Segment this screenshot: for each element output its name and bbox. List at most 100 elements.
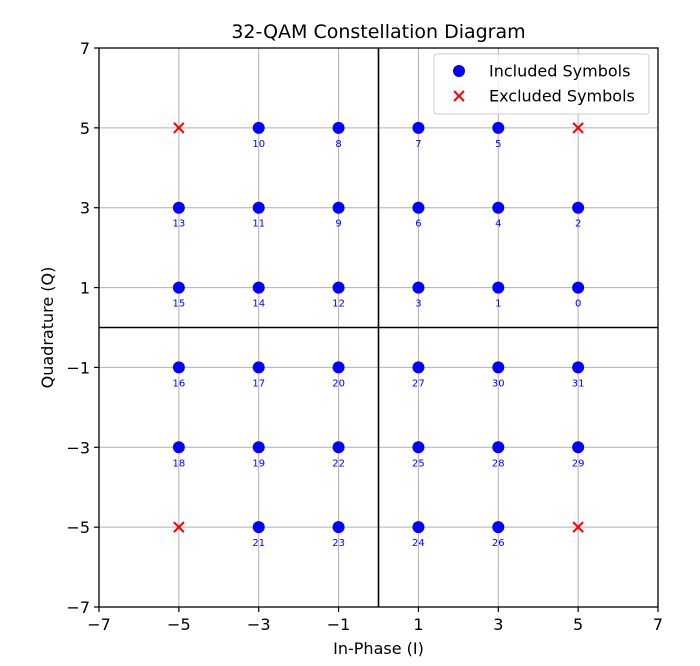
symbol-index-label: 7 xyxy=(415,139,421,150)
symbol-index-label: 9 xyxy=(335,219,341,230)
excluded-x-stroke xyxy=(572,521,584,533)
x-tick-label: −7 xyxy=(87,615,111,634)
x-tick-label: 1 xyxy=(413,615,423,634)
included-symbol-point xyxy=(172,441,185,454)
included-symbol-point xyxy=(412,201,425,214)
symbol-index-label: 12 xyxy=(332,299,345,310)
included-symbol-point xyxy=(252,521,265,534)
symbol-index-label: 1 xyxy=(495,299,501,310)
included-symbol-point xyxy=(492,441,505,454)
symbol-index-label: 15 xyxy=(172,299,185,310)
y-axis-label: Quadrature (Q) xyxy=(38,267,57,389)
x-tick-label: −5 xyxy=(167,615,191,634)
excluded-symbol-point xyxy=(173,122,185,134)
symbol-index-label: 2 xyxy=(575,219,581,230)
included-symbol-point xyxy=(492,361,505,374)
x-tick-label: −1 xyxy=(327,615,351,634)
y-tick-label: 3 xyxy=(80,199,90,218)
symbol-index-label: 31 xyxy=(572,378,585,389)
y-tick-label: −1 xyxy=(66,358,90,377)
legend-included-marker xyxy=(453,65,465,77)
excluded-symbol-point xyxy=(173,521,185,533)
symbol-index-label: 18 xyxy=(172,458,185,469)
included-symbol-point xyxy=(572,361,585,374)
included-symbol-point xyxy=(252,361,265,374)
legend-excluded-label: Excluded Symbols xyxy=(489,87,635,106)
excluded-x-stroke xyxy=(173,521,185,533)
included-symbol-point xyxy=(412,521,425,534)
symbol-index-label: 8 xyxy=(335,139,341,150)
symbol-index-label: 20 xyxy=(332,378,345,389)
x-tick-label: −3 xyxy=(247,615,271,634)
symbol-index-label: 25 xyxy=(412,458,425,469)
included-symbol-point xyxy=(252,201,265,214)
included-symbol-point xyxy=(172,281,185,294)
excluded-x-stroke xyxy=(572,122,584,134)
legend-excluded-marker xyxy=(453,90,465,102)
x-tick-label: 5 xyxy=(573,615,583,634)
excluded-symbol-point xyxy=(572,521,584,533)
symbol-index-label: 19 xyxy=(252,458,265,469)
included-symbol-point xyxy=(332,441,345,454)
symbol-index-label: 17 xyxy=(252,378,265,389)
zero-axis-lines xyxy=(99,48,658,607)
symbol-index-label: 23 xyxy=(332,538,345,549)
symbol-index-label: 26 xyxy=(492,538,505,549)
included-symbol-point xyxy=(172,361,185,374)
included-symbol-point xyxy=(332,521,345,534)
y-tick-label: 7 xyxy=(80,39,90,58)
legend: Included Symbols Excluded Symbols xyxy=(433,53,650,115)
symbol-index-label: 29 xyxy=(572,458,585,469)
excluded-symbol-point xyxy=(572,122,584,134)
symbol-index-label: 3 xyxy=(415,299,421,310)
included-symbol-point xyxy=(252,121,265,134)
x-tick-label: 3 xyxy=(493,615,503,634)
included-symbol-point xyxy=(332,121,345,134)
symbol-index-label: 24 xyxy=(412,538,425,549)
x-axis-label: In-Phase (I) xyxy=(333,639,424,658)
symbol-index-label: 22 xyxy=(332,458,345,469)
included-symbol-point xyxy=(572,281,585,294)
y-tick-label: 1 xyxy=(80,279,90,298)
legend-box xyxy=(433,53,650,115)
included-symbol-point xyxy=(252,441,265,454)
y-tick-label: −5 xyxy=(66,518,90,537)
symbol-index-label: 0 xyxy=(575,299,581,310)
symbol-index-label: 28 xyxy=(492,458,505,469)
data-marks xyxy=(172,121,585,534)
y-tick-label: −3 xyxy=(66,438,90,457)
symbol-index-label: 11 xyxy=(252,219,265,230)
included-symbol-point xyxy=(572,441,585,454)
symbol-index-label: 6 xyxy=(415,219,421,230)
legend-included-label: Included Symbols xyxy=(489,62,630,81)
included-symbol-point xyxy=(492,121,505,134)
included-symbol-point xyxy=(412,361,425,374)
included-symbol-point xyxy=(412,441,425,454)
symbol-index-label: 10 xyxy=(252,139,265,150)
symbol-index-label: 27 xyxy=(412,378,425,389)
included-symbol-point xyxy=(332,201,345,214)
plot-frame xyxy=(98,47,659,608)
excluded-x-stroke xyxy=(173,122,185,134)
included-symbol-point xyxy=(492,521,505,534)
included-symbol-point xyxy=(412,121,425,134)
y-tick-label: 5 xyxy=(80,119,90,138)
symbol-index-label: 21 xyxy=(252,538,265,549)
y-tick-label: −7 xyxy=(66,598,90,617)
symbol-index-label: 30 xyxy=(492,378,505,389)
included-symbol-point xyxy=(492,201,505,214)
x-tick-label: 7 xyxy=(653,615,663,634)
included-symbol-point xyxy=(252,281,265,294)
symbol-index-label: 14 xyxy=(252,299,265,310)
symbol-index-label: 16 xyxy=(172,378,185,389)
included-symbol-point xyxy=(412,281,425,294)
included-symbol-point xyxy=(332,281,345,294)
included-symbol-point xyxy=(332,361,345,374)
symbol-index-label: 13 xyxy=(172,219,185,230)
included-symbol-point xyxy=(492,281,505,294)
chart-title: 32-QAM Constellation Diagram xyxy=(231,21,525,43)
included-symbol-point xyxy=(172,201,185,214)
symbol-index-label: 5 xyxy=(495,139,501,150)
